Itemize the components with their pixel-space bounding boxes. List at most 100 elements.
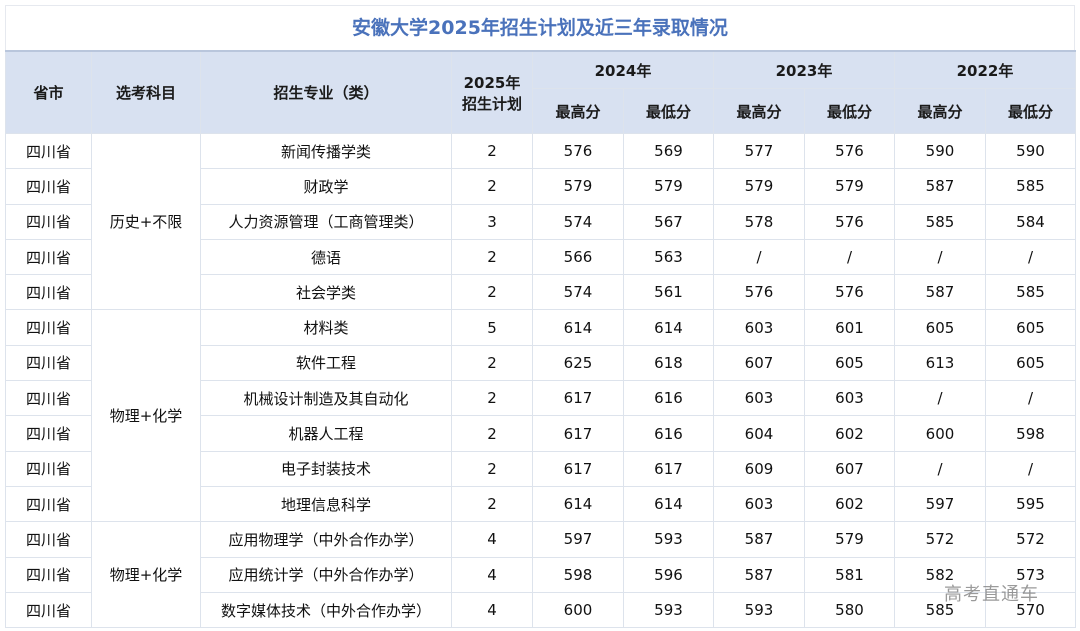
cell-major: 新闻传播学类 — [200, 132, 452, 170]
cell-province: 四川省 — [5, 556, 92, 593]
cell-y2024-max: 597 — [532, 521, 624, 558]
cell-y2022-max: 590 — [894, 132, 986, 170]
cell-y2023-max: 593 — [713, 591, 805, 629]
cell-province: 四川省 — [5, 132, 92, 170]
cell-major: 机器人工程 — [200, 415, 452, 452]
cell-province: 四川省 — [5, 168, 92, 205]
cell-y2023-min: 605 — [804, 344, 895, 382]
cell-plan: 4 — [451, 521, 533, 558]
cell-y2022-min: 585 — [985, 274, 1076, 311]
table-row: 四川省 物理+化学 应用物理学（中外合作办学） 4 597 593 587 579 572 572 — [5, 521, 1076, 629]
cell-y2022-max: 587 — [894, 168, 986, 205]
cell-y2022-min: 585 — [985, 168, 1076, 205]
cell-y2022-max: 613 — [894, 344, 986, 382]
cell-y2022-min: 595 — [985, 485, 1076, 523]
cell-y2022-max: 582 — [894, 556, 986, 593]
cell-major: 应用统计学（中外合作办学） — [200, 556, 452, 593]
cell-y2024-max: 579 — [532, 168, 624, 205]
cell-province: 四川省 — [5, 485, 92, 523]
cell-y2023-min: 602 — [804, 415, 895, 452]
cell-y2024-max: 576 — [532, 132, 624, 170]
cell-major: 应用物理学（中外合作办学） — [200, 521, 452, 558]
cell-y2022-max: 585 — [894, 591, 986, 629]
cell-y2024-max: 625 — [532, 344, 624, 382]
cell-y2024-min: 569 — [623, 132, 714, 170]
cell-y2022-max: 597 — [894, 485, 986, 523]
table-header: 省市 选考科目 招生专业（类） 2025年 招生计划 2024年 2023年 2… — [5, 50, 1076, 134]
cell-y2024-min: 596 — [623, 556, 714, 593]
cell-y2022-min: 584 — [985, 203, 1076, 240]
cell-province: 四川省 — [5, 521, 92, 558]
cell-y2022-max: 605 — [894, 309, 986, 346]
cell-plan: 4 — [451, 591, 533, 629]
cell-province: 四川省 — [5, 203, 92, 240]
cell-plan: 2 — [451, 485, 533, 523]
cell-major: 社会学类 — [200, 274, 452, 311]
cell-y2024-max: 574 — [532, 203, 624, 240]
cell-province: 四川省 — [5, 344, 92, 382]
header-plan-line2: 招生计划 — [461, 94, 522, 113]
cell-y2024-min: 561 — [623, 274, 714, 311]
cell-y2024-max: 574 — [532, 274, 624, 311]
cell-plan: 2 — [451, 168, 533, 205]
table-row: 四川省 数字媒体技术（中外合作办学） 4 600 593 593 580 585 570 — [5, 591, 1076, 629]
cell-y2022-max: 585 — [894, 203, 986, 240]
cell-y2023-max: 609 — [713, 450, 805, 487]
cell-subjects: 历史+不限 — [91, 132, 201, 311]
cell-plan: 2 — [451, 132, 533, 170]
cell-major: 材料类 — [200, 309, 452, 346]
cell-plan: 2 — [451, 450, 533, 487]
table-row: 四川省 历史+不限 新闻传播学类 2 576 569 577 576 590 590 — [5, 132, 1076, 311]
cell-province: 四川省 — [5, 309, 92, 346]
header-2024-max: 最高分 — [532, 88, 624, 134]
table-row: 四川省 机械设计制造及其自动化 2 617 616 603 603// — [5, 380, 1076, 417]
header-year-2022: 2022年 — [894, 50, 1076, 89]
cell-y2024-max: 614 — [532, 485, 624, 523]
cell-major: 数字媒体技术（中外合作办学） — [200, 591, 452, 629]
cell-y2024-max: 617 — [532, 380, 624, 417]
header-year-2024: 2024年 — [532, 50, 714, 89]
header-2022-max: 最高分 — [894, 88, 986, 134]
cell-y2023-max: 607 — [713, 344, 805, 382]
cell-y2022-min: / — [985, 238, 1076, 276]
cell-plan: 2 — [451, 380, 533, 417]
cell-y2023-min: / — [804, 238, 895, 276]
cell-y2023-min: 601 — [804, 309, 895, 346]
header-2022-min: 最低分 — [985, 88, 1076, 134]
cell-plan: 2 — [451, 274, 533, 311]
cell-y2024-min: 579 — [623, 168, 714, 205]
cell-y2024-min: 617 — [623, 450, 714, 487]
header-major: 招生专业（类） — [200, 50, 452, 134]
cell-y2022-min: 590 — [985, 132, 1076, 170]
table-title: 安徽大学2025年招生计划及近三年录取情况 — [5, 5, 1075, 50]
cell-y2024-min: 616 — [623, 380, 714, 417]
cell-plan: 2 — [451, 238, 533, 276]
cell-y2023-max: 603 — [713, 485, 805, 523]
cell-major: 财政学 — [200, 168, 452, 205]
table-row: 四川省 物理+化学 材料类 5 614 614 603 601 605 605 — [5, 309, 1076, 523]
cell-subjects: 物理+化学 — [91, 309, 201, 523]
table-row: 四川省 电子封装技术 2 617 617 609 607// — [5, 450, 1076, 487]
cell-major: 人力资源管理（工商管理类） — [200, 203, 452, 240]
header-province: 省市 — [5, 50, 92, 134]
table-row: 四川省 应用统计学（中外合作办学） 4 598 596 587 581 582 573 — [5, 556, 1076, 593]
cell-y2023-max: 587 — [713, 521, 805, 558]
cell-major: 电子封装技术 — [200, 450, 452, 487]
cell-y2023-max: 578 — [713, 203, 805, 240]
cell-y2024-min: 618 — [623, 344, 714, 382]
header-plan-line1: 2025年 — [463, 73, 521, 92]
cell-y2023-max: 603 — [713, 309, 805, 346]
table-row: 四川省 人力资源管理（工商管理类） 3 574 567 578 576 585 584 — [5, 203, 1076, 240]
cell-y2024-max: 566 — [532, 238, 624, 276]
cell-y2023-max: / — [713, 238, 805, 276]
cell-y2023-max: 577 — [713, 132, 805, 170]
cell-y2023-min: 607 — [804, 450, 895, 487]
cell-major: 地理信息科学 — [200, 485, 452, 523]
cell-province: 四川省 — [5, 591, 92, 629]
cell-y2023-max: 603 — [713, 380, 805, 417]
cell-y2022-min: 573 — [985, 556, 1076, 593]
cell-plan: 2 — [451, 344, 533, 382]
admission-table: 省市 选考科目 招生专业（类） 2025年 招生计划 2024年 2023年 2… — [5, 50, 1076, 629]
cell-y2023-max: 587 — [713, 556, 805, 593]
cell-province: 四川省 — [5, 274, 92, 311]
